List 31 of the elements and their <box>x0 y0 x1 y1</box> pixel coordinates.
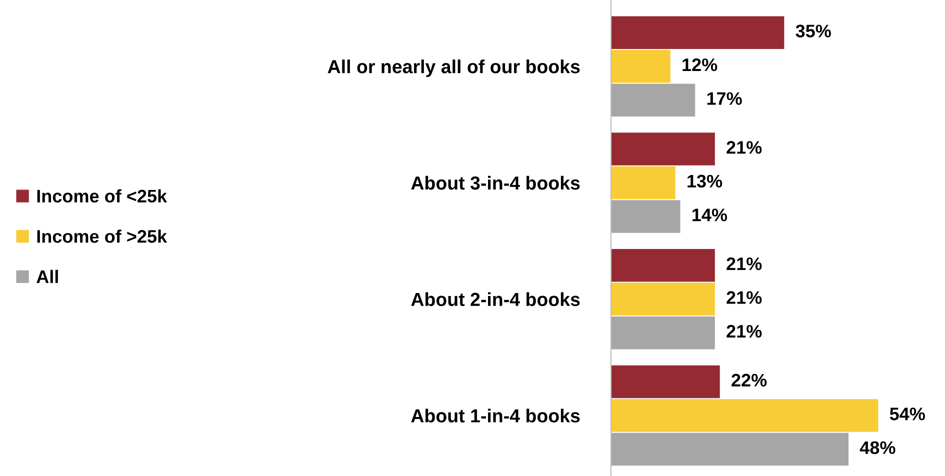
y-tick-label: All or nearly all of our books <box>328 60 580 78</box>
bar <box>611 316 715 350</box>
bar <box>611 432 849 466</box>
bar <box>611 50 670 83</box>
y-tick-label: About 3-in-4 books <box>411 176 580 190</box>
bar <box>611 200 680 233</box>
data-label: 17% <box>707 92 742 105</box>
data-label: 12% <box>682 58 718 72</box>
y-tick-label: About 2-in-4 books <box>411 292 580 306</box>
bar <box>611 166 676 200</box>
data-label: 21% <box>726 324 762 338</box>
bar <box>611 84 696 116</box>
data-label: 54% <box>890 408 925 420</box>
bar <box>611 399 878 432</box>
data-label: 21% <box>726 291 762 304</box>
bar <box>611 132 715 166</box>
bar <box>611 282 715 316</box>
data-label: 21% <box>726 257 762 270</box>
data-label: 13% <box>688 174 722 188</box>
y-tick-label: About 1-in-4 books <box>411 408 580 422</box>
data-label: 21% <box>726 141 762 154</box>
data-label: 22% <box>732 374 767 387</box>
bar <box>611 248 715 282</box>
bar <box>611 365 720 398</box>
data-label: 14% <box>692 208 728 222</box>
legend-label: Income of <25k <box>37 189 168 203</box>
bar <box>611 16 784 49</box>
legend-label: All <box>36 270 58 283</box>
data-label: 48% <box>860 441 896 454</box>
legend-label: Income of >25k <box>37 230 168 243</box>
data-label: 35% <box>796 24 831 38</box>
